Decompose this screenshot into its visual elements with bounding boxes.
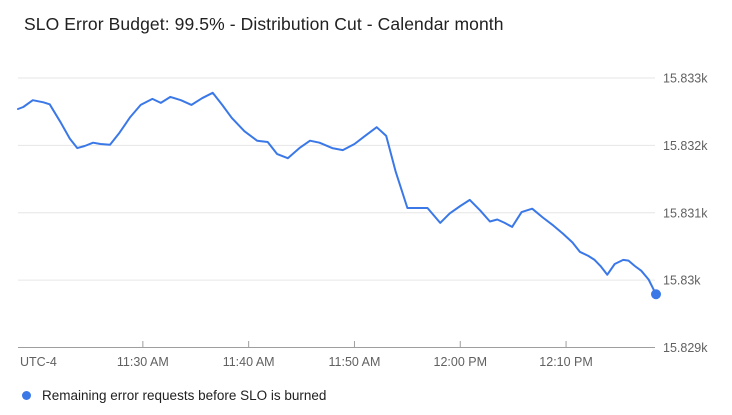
legend-label: Remaining error requests before SLO is b… <box>42 387 327 403</box>
y-axis-tick-label: 15.829k <box>663 341 708 355</box>
chart-legend: Remaining error requests before SLO is b… <box>22 386 326 404</box>
series-color-dot-icon <box>22 390 31 400</box>
legend-item-remaining-error-requests[interactable]: Remaining error requests before SLO is b… <box>22 388 326 403</box>
x-axis-tick-label: 12:10 PM <box>539 355 593 369</box>
x-axis-tick-label: 12:00 PM <box>434 355 488 369</box>
timezone-label: UTC-4 <box>20 355 57 369</box>
y-axis-tick-label: 15.832k <box>663 139 708 153</box>
series-endpoint-dot[interactable] <box>651 289 661 300</box>
chart-title: SLO Error Budget: 99.5% - Distribution C… <box>24 14 504 34</box>
y-axis-tick-label: 15.83k <box>663 274 701 288</box>
x-axis-tick-label: 11:40 AM <box>223 355 275 369</box>
timeseries-chart-plot[interactable]: 15.833k 15.832k 15.831k 15.83k 15.829k 11:30 … <box>0 60 732 378</box>
x-axis-tick-label: 11:30 AM <box>117 355 169 369</box>
y-axis-tick-label: 15.831k <box>663 206 708 220</box>
series-line[interactable] <box>17 91 657 296</box>
x-axis-tick-label: 11:50 AM <box>329 355 381 369</box>
y-axis-tick-label: 15.833k <box>663 72 708 86</box>
